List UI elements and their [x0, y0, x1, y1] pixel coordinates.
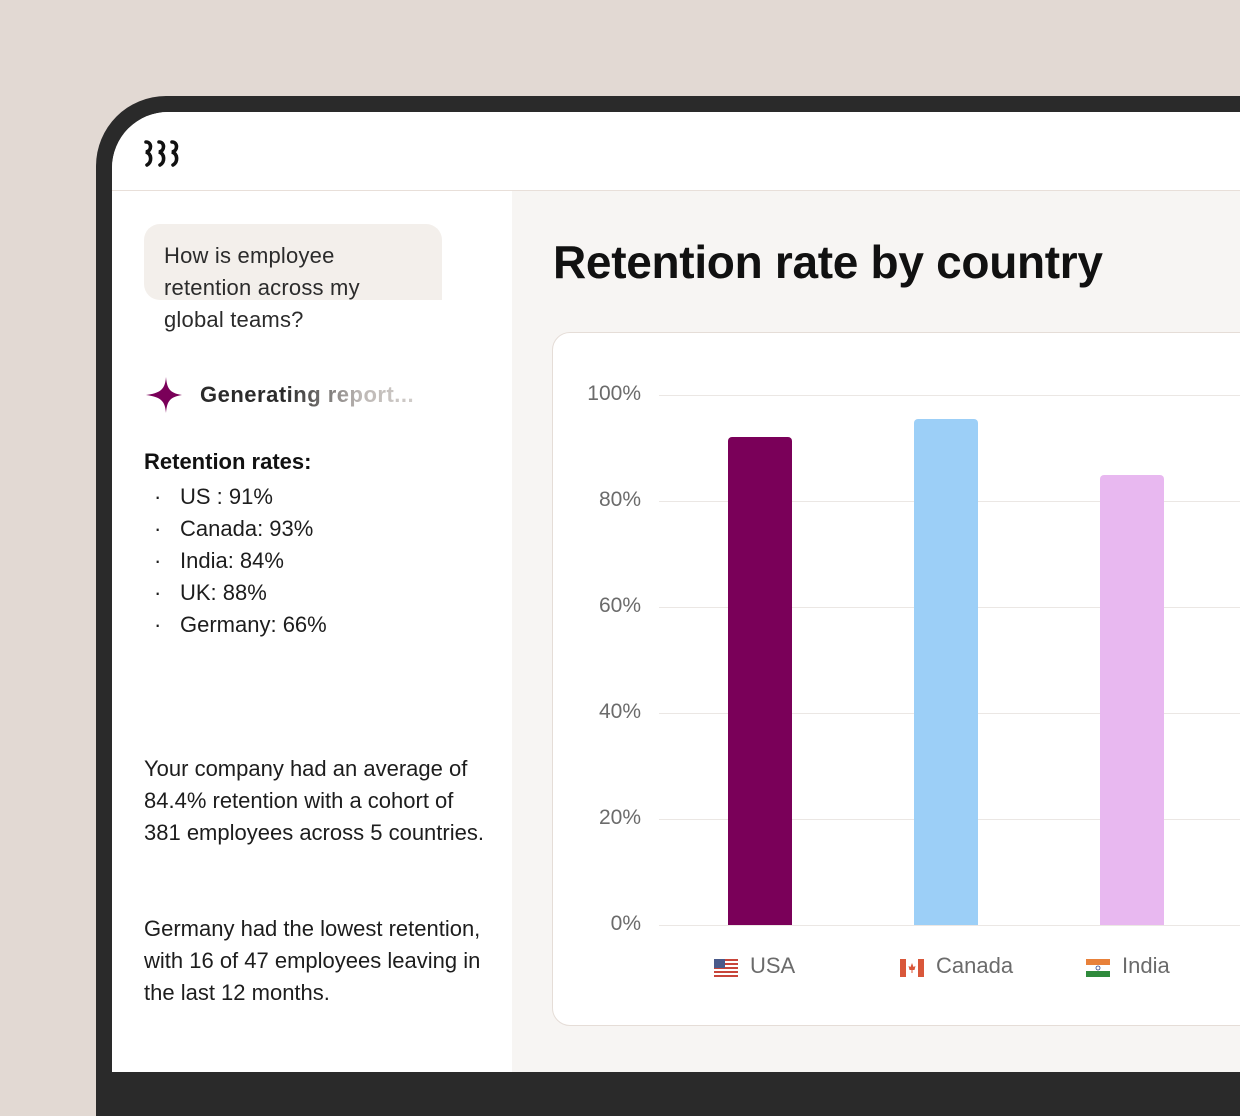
- x-tick-label: India: [1122, 953, 1170, 978]
- list-item: · Canada: 93%: [154, 516, 314, 541]
- y-tick-label: 40%: [598, 700, 641, 723]
- chart-card: 0% 20% 40% 60% 80% 100% USA Canada India: [552, 332, 1240, 1026]
- bar-usa[interactable]: [728, 437, 792, 925]
- summary-text: Your company had an average of 84.4% ret…: [144, 756, 484, 845]
- detail-text: Germany had the lowest retention, with 1…: [144, 916, 481, 1005]
- app-logo-icon[interactable]: [142, 138, 184, 168]
- list-item: · UK: 88%: [154, 580, 267, 605]
- rates-list: · US : 91% · Canada: 93% · India: 84% · UK: …: [154, 481, 327, 641]
- list-item: · US : 91%: [154, 484, 273, 509]
- y-tick-label: 60%: [598, 594, 641, 617]
- x-tick-label: Canada: [936, 953, 1014, 978]
- list-item: · India: 84%: [154, 548, 284, 573]
- canada-flag-icon: [900, 957, 924, 977]
- bar-canada[interactable]: [914, 418, 978, 925]
- generating-status: Generating report...: [144, 375, 414, 415]
- y-tick-label: 100%: [587, 382, 641, 405]
- top-bar: [112, 112, 1240, 191]
- y-tick-label: 20%: [598, 806, 641, 829]
- x-label-india: India: [1086, 953, 1170, 979]
- user-question-bubble: How is employee retention across my glob…: [144, 224, 442, 332]
- generating-text: Generating report...: [200, 382, 415, 407]
- india-flag-icon: [1086, 957, 1110, 977]
- rates-heading: Retention rates:: [144, 449, 312, 474]
- x-label-usa: USA: [714, 953, 795, 979]
- app-screen: How is employee retention across my glob…: [112, 112, 1240, 1072]
- gridline: [659, 395, 1240, 396]
- x-tick-label: USA: [750, 953, 796, 978]
- x-label-canada: Canada: [900, 953, 1013, 979]
- us-flag-icon: [714, 957, 738, 977]
- sparkle-icon: [146, 377, 182, 413]
- chat-panel: How is employee retention across my glob…: [112, 191, 512, 1072]
- y-tick-label: 0%: [610, 912, 641, 935]
- y-tick-label: 80%: [598, 488, 641, 511]
- bar-india[interactable]: [1100, 474, 1164, 925]
- report-panel: Retention rate by country 0% 20% 40% 60% 80%…: [512, 191, 1240, 1072]
- list-item: · Germany: 66%: [154, 612, 327, 637]
- report-title: Retention rate by country: [553, 236, 1103, 288]
- gridline: [659, 925, 1240, 926]
